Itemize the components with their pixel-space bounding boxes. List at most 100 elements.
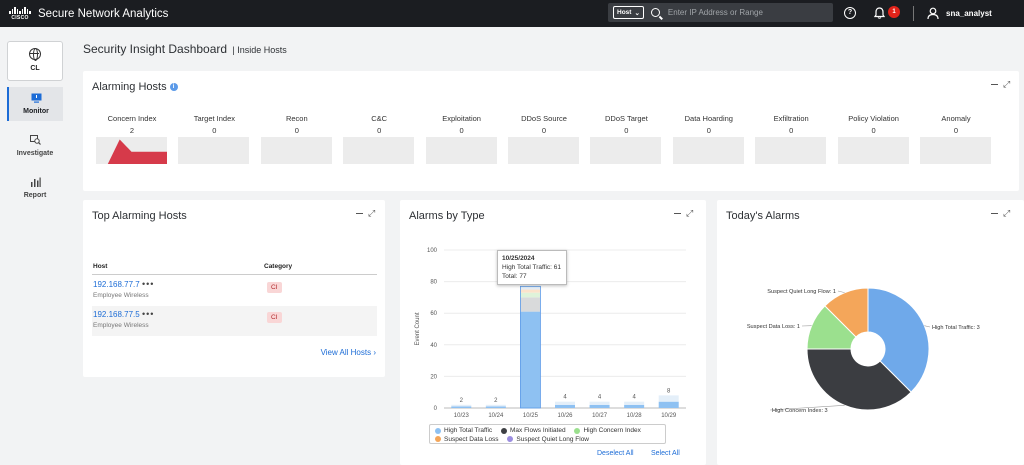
minimize-icon[interactable] bbox=[674, 212, 681, 215]
index-tile[interactable]: DDoS Target 0 bbox=[589, 114, 663, 135]
host-ip-link[interactable]: 192.168.77.5 bbox=[93, 310, 140, 319]
bar-segment bbox=[589, 404, 610, 408]
index-sparkline[interactable] bbox=[755, 137, 827, 164]
category-badge[interactable]: CI bbox=[267, 282, 282, 293]
username[interactable]: sna_analyst bbox=[946, 9, 992, 18]
index-value: 0 bbox=[871, 126, 876, 135]
index-sparkline[interactable] bbox=[672, 137, 744, 164]
search-input[interactable] bbox=[667, 8, 818, 17]
index-tile[interactable]: Recon 0 bbox=[260, 114, 334, 135]
index-sparkline[interactable] bbox=[425, 137, 497, 164]
select-all-button[interactable]: Select All bbox=[651, 450, 680, 457]
cisco-logo: CISCO bbox=[9, 6, 31, 21]
legend-item[interactable]: High Concern Index bbox=[574, 427, 641, 434]
cl-tile[interactable]: CL bbox=[7, 41, 63, 81]
index-sparkline[interactable] bbox=[508, 137, 579, 164]
legend-label: High Concern Index bbox=[583, 427, 641, 434]
legend-item[interactable]: Suspect Quiet Long Flow bbox=[507, 436, 589, 443]
legend-item[interactable]: High Total Traffic bbox=[435, 427, 492, 434]
sidebar-item-label: Report bbox=[23, 192, 47, 199]
tooltip-line: High Total Traffic: 61 bbox=[502, 264, 562, 271]
sidebar-item-report[interactable]: Report bbox=[7, 171, 63, 205]
index-tile[interactable]: Target Index 0 bbox=[177, 114, 251, 135]
index-value: 0 bbox=[706, 126, 711, 135]
panel-title: Alarming Hosts i bbox=[92, 81, 178, 93]
legend-item[interactable]: Suspect Data Loss bbox=[435, 436, 499, 443]
minimize-icon[interactable] bbox=[991, 83, 998, 86]
investigate-icon bbox=[29, 135, 41, 145]
column-header-category[interactable]: Category bbox=[264, 263, 293, 270]
bell-icon[interactable] bbox=[874, 7, 885, 19]
bar-segment bbox=[520, 297, 541, 312]
host-select-label: Host bbox=[617, 9, 632, 16]
bar-segment bbox=[485, 404, 506, 407]
minimize-icon[interactable] bbox=[991, 212, 998, 215]
host-group: Employee Wireless bbox=[93, 322, 149, 329]
index-tile[interactable]: Anomaly 0 bbox=[919, 114, 993, 135]
legend-dot bbox=[435, 436, 441, 442]
bar-segment bbox=[589, 401, 610, 405]
category-badge[interactable]: CI bbox=[267, 312, 282, 323]
bar-total-label: 2 bbox=[460, 398, 464, 404]
x-tick-label: 10/24 bbox=[488, 413, 504, 419]
index-tile[interactable]: Concern Index 2 bbox=[95, 114, 169, 135]
index-label: Exploitation bbox=[442, 114, 481, 123]
index-value: 0 bbox=[377, 126, 382, 135]
host-ip-link[interactable]: 192.168.77.7 bbox=[93, 280, 140, 289]
page-title-text: Security Insight Dashboard bbox=[83, 42, 228, 56]
index-label: Target Index bbox=[193, 114, 236, 123]
index-tile[interactable]: Data Hoarding 0 bbox=[672, 114, 746, 135]
expand-icon[interactable]: ⤢ bbox=[1003, 79, 1011, 89]
index-sparkline[interactable] bbox=[837, 137, 909, 164]
more-options-icon[interactable]: ••• bbox=[142, 279, 155, 289]
expand-icon[interactable]: ⤢ bbox=[368, 208, 376, 218]
pie-label: Suspect Data Loss: 1 bbox=[747, 324, 800, 330]
more-options-icon[interactable]: ••• bbox=[142, 309, 155, 319]
view-all-hosts-link[interactable]: View All Hosts › bbox=[320, 348, 376, 357]
index-tile[interactable]: C&C 0 bbox=[342, 114, 416, 135]
info-icon[interactable]: i bbox=[169, 83, 178, 92]
legend-label: Suspect Data Loss bbox=[444, 435, 499, 443]
todays-alarms-title: Today's Alarms bbox=[726, 210, 800, 222]
index-tile[interactable]: DDoS Source 0 bbox=[507, 114, 581, 135]
x-tick-label: 10/23 bbox=[454, 413, 470, 419]
index-value: 2 bbox=[129, 126, 135, 135]
index-sparkline[interactable] bbox=[260, 137, 332, 164]
y-tick-label: 60 bbox=[430, 311, 437, 317]
user-icon[interactable] bbox=[927, 7, 939, 19]
sidebar-item-label: Monitor bbox=[23, 108, 49, 115]
bar-segment bbox=[520, 286, 541, 290]
deselect-all-button[interactable]: Deselect All bbox=[597, 450, 634, 457]
page-title: Security Insight Dashboard | Inside Host… bbox=[83, 42, 287, 56]
bar-segment bbox=[624, 401, 645, 405]
index-sparkline[interactable] bbox=[96, 137, 167, 164]
globe-icon bbox=[29, 48, 41, 61]
index-tile[interactable]: Exfiltration 0 bbox=[754, 114, 828, 135]
index-sparkline[interactable] bbox=[920, 137, 991, 164]
alarming-hosts-title: Alarming Hosts bbox=[92, 81, 167, 93]
bar-segment bbox=[520, 292, 541, 298]
bar-total-label: 4 bbox=[563, 395, 567, 401]
index-tile[interactable]: Exploitation 0 bbox=[425, 114, 499, 135]
minimize-icon[interactable] bbox=[356, 212, 363, 215]
index-tile[interactable]: Policy Violation 0 bbox=[837, 114, 911, 135]
sidebar-item-investigate[interactable]: Investigate bbox=[7, 129, 63, 163]
index-sparkline[interactable] bbox=[590, 137, 662, 164]
bar-total-label: 4 bbox=[632, 395, 636, 401]
expand-icon[interactable]: ⤢ bbox=[686, 208, 694, 218]
index-value: 0 bbox=[294, 126, 299, 135]
expand-icon[interactable]: ⤢ bbox=[1003, 208, 1011, 218]
index-sparkline[interactable] bbox=[178, 137, 250, 164]
notification-badge[interactable]: 1 bbox=[888, 6, 900, 18]
sidebar-item-monitor[interactable]: Monitor bbox=[7, 87, 63, 121]
search-icon[interactable] bbox=[650, 8, 660, 17]
host-select[interactable]: Host ⌄ bbox=[613, 6, 644, 19]
column-header-host[interactable]: Host bbox=[93, 263, 108, 270]
legend-label: High Total Traffic bbox=[444, 427, 493, 434]
bar-total-label: 8 bbox=[667, 388, 671, 394]
legend-item[interactable]: Max Flows Initiated bbox=[501, 427, 566, 434]
todays-alarms-donut-chart: High Total Traffic: 3 High Concern Index:… bbox=[747, 287, 980, 414]
help-icon[interactable]: ? bbox=[844, 7, 856, 19]
x-tick-label: 10/25 bbox=[523, 413, 539, 419]
index-sparkline[interactable] bbox=[343, 137, 415, 164]
